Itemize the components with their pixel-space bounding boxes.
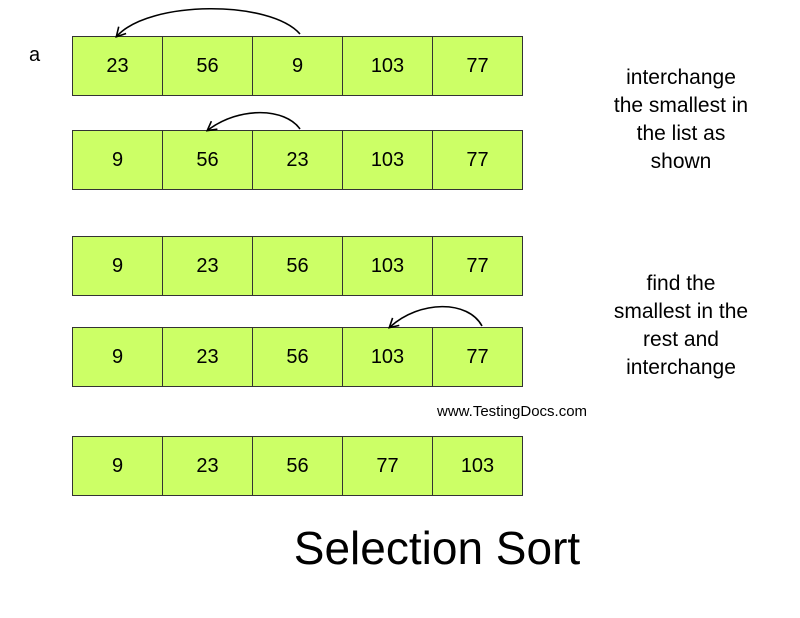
- array-cell: 9: [72, 327, 163, 387]
- swap-arrow: [388, 305, 483, 329]
- array-cell: 9: [252, 36, 343, 96]
- array-cell: 56: [252, 436, 343, 496]
- array-label: a: [29, 44, 41, 66]
- swap-arrow: [205, 111, 301, 132]
- swap-arrow: [115, 8, 301, 38]
- array-row: 9 23 56 77 103: [72, 436, 527, 496]
- watermark: www.TestingDocs.com: [437, 403, 588, 420]
- array-cell: 77: [432, 130, 523, 190]
- array-row: 9 23 56 103 77: [72, 236, 527, 296]
- array-cell: 56: [162, 36, 253, 96]
- array-row: 9 56 23 103 77: [72, 130, 527, 190]
- array-cell: 77: [432, 236, 523, 296]
- array-cell: 103: [342, 36, 433, 96]
- array-cell: 23: [162, 327, 253, 387]
- array-cell: 77: [432, 327, 523, 387]
- array-cell: 56: [252, 236, 343, 296]
- array-cell: 103: [342, 327, 433, 387]
- step-note-find-smallest: find the smallest in the rest and interc…: [613, 272, 749, 379]
- array-cell: 77: [432, 36, 523, 96]
- array-cell: 103: [432, 436, 523, 496]
- array-cell: 103: [342, 236, 433, 296]
- array-cell: 23: [72, 36, 163, 96]
- array-cell: 9: [72, 436, 163, 496]
- array-cell: 23: [162, 436, 253, 496]
- array-cell: 23: [252, 130, 343, 190]
- array-cell: 103: [342, 130, 433, 190]
- step-note-interchange: interchange the smallest in the list as …: [613, 66, 749, 173]
- diagram-title: Selection Sort: [293, 522, 581, 574]
- array-row: 9 23 56 103 77: [72, 327, 527, 387]
- array-cell: 9: [72, 236, 163, 296]
- array-cell: 9: [72, 130, 163, 190]
- array-cell: 77: [342, 436, 433, 496]
- array-cell: 23: [162, 236, 253, 296]
- array-cell: 56: [162, 130, 253, 190]
- array-row: 23 56 9 103 77: [72, 36, 527, 96]
- array-cell: 56: [252, 327, 343, 387]
